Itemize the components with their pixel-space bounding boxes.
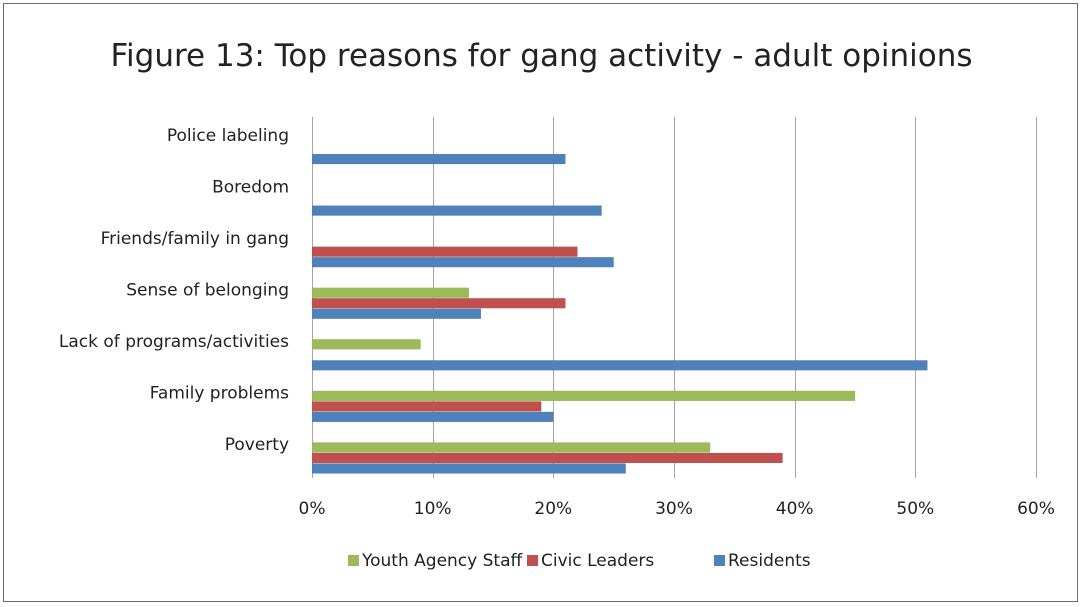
x-tick-label: 50% [896,499,934,519]
category-label: Boredom [212,177,289,197]
bar-civic-leaders-poverty [311,452,783,464]
x-tick-label: 30% [655,499,693,519]
x-tick-label: 0% [299,499,326,519]
bar-youth-agency-staff-poverty [311,442,711,453]
chart-title: Figure 13: Top reasons for gang activity… [110,38,973,74]
bar-residents-poverty [311,463,626,474]
category-label: Police labeling [167,126,289,146]
bar-civic-leaders-friends-family-in-gang [311,246,578,257]
category-label: Family problems [150,384,289,404]
legend-swatch-civic-leaders [527,555,538,566]
category-label: Sense of belonging [126,281,289,301]
bar-youth-agency-staff-sense-of-belonging [311,287,470,298]
legend-label-youth-agency-staff: Youth Agency Staff [361,551,523,571]
bar-residents-police-labeling [311,153,566,165]
bar-civic-leaders-family-problems [311,401,542,412]
bar-residents-boredom [311,205,602,216]
bar-civic-leaders-sense-of-belonging [311,298,566,309]
bar-youth-agency-staff-lack-of-programs-activities [311,339,421,350]
category-label: Poverty [225,435,289,455]
bar-residents-sense-of-belonging [311,308,482,319]
x-tick-label: 60% [1017,499,1055,519]
bar-residents-lack-of-programs-activities [311,360,928,371]
x-tick-label: 20% [534,499,572,519]
legend-label-civic-leaders: Civic Leaders [541,551,654,571]
category-label: Lack of programs/activities [59,332,289,352]
legend-swatch-youth-agency-staff [348,555,359,566]
legend-swatch-residents [714,555,725,566]
x-tick-label: 40% [776,499,814,519]
legend-label-residents: Residents [728,551,811,571]
bar-residents-friends-family-in-gang [311,256,614,268]
x-tick-label: 10% [414,499,452,519]
category-label: Friends/family in gang [101,229,289,249]
bar-residents-family-problems [311,411,554,423]
bar-youth-agency-staff-family-problems [311,390,856,402]
